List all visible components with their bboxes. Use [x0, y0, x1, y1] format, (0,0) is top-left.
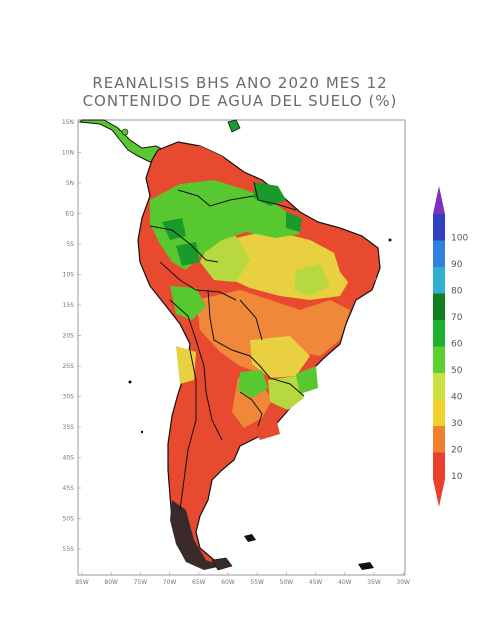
colorbar-segment	[433, 426, 445, 453]
colorbar-segment	[433, 452, 445, 479]
colorbar-label: 60	[451, 340, 463, 350]
moisture-zone-green	[296, 366, 318, 394]
moisture-zone-green	[238, 370, 268, 398]
colorbar-segment	[433, 399, 445, 426]
moisture-zone-dry	[330, 238, 378, 292]
longitude-tick-label: 30W	[396, 579, 410, 586]
latitude-tick-label: 25S	[63, 363, 75, 370]
island	[128, 380, 132, 384]
colorbar-label: 10	[451, 472, 463, 482]
latitude-tick-label: 15S	[63, 302, 75, 309]
longitude-tick-label: 80W	[104, 579, 118, 586]
latitude-tick-label: 40S	[63, 455, 75, 462]
latitude-tick-label: 55S	[63, 546, 75, 553]
colorbar-label: 50	[451, 366, 463, 376]
moisture-zone-yellow	[250, 336, 310, 378]
country-borders	[149, 181, 305, 511]
country-border	[239, 391, 263, 427]
longitude-tick-label: 35W	[367, 579, 381, 586]
latitude-tick-label: 5N	[66, 180, 74, 187]
country-border	[249, 355, 305, 397]
latitude-tick-label: EQ	[65, 211, 74, 218]
longitude-tick-label: 50W	[280, 579, 294, 586]
longitude-tick-label: 40W	[338, 579, 352, 586]
latitude-tick-label: 45S	[63, 485, 75, 492]
longitude-tick-label: 60W	[221, 579, 235, 586]
caribbean-island	[227, 119, 241, 133]
tierra-del-fuego	[170, 500, 222, 570]
caribbean-island	[121, 128, 129, 136]
colorbar-high-arrow	[433, 186, 445, 214]
country-border	[177, 189, 255, 207]
map-title-line-2: CONTENIDO DE AGUA DEL SUELO (%)	[82, 92, 398, 110]
longitude-tick-label: 55W	[250, 579, 264, 586]
colorbar-label: 20	[451, 446, 463, 456]
colorbar-label: 30	[451, 419, 463, 429]
latitude-tick-label: 10N	[62, 150, 74, 157]
longitude-tick-label: 65W	[192, 579, 206, 586]
country-border	[239, 299, 263, 341]
longitude-tick-label: 85W	[75, 579, 89, 586]
moisture-zone-dry	[166, 146, 236, 176]
moisture-zone-darkgreen	[286, 212, 302, 232]
latitude-tick-label: 10S	[63, 272, 75, 279]
moisture-zone-darkgreen	[254, 182, 286, 206]
latitude-tick-label: 50S	[63, 516, 75, 523]
country-border	[207, 289, 251, 357]
colorbar-segment	[433, 214, 445, 241]
moisture-zone-orange	[196, 290, 350, 374]
country-border	[195, 339, 223, 441]
moisture-zone-yellowgreen	[200, 236, 250, 282]
colorbar-segment	[433, 293, 445, 320]
longitude-tick-label: 70W	[163, 579, 177, 586]
latitude-tick-label: 15N	[62, 119, 74, 126]
latitude-tick-label: 5S	[66, 241, 74, 248]
latitude-tick-label: 20S	[63, 333, 75, 340]
colorbar-segment	[433, 346, 445, 373]
colorbar-label: 70	[451, 313, 463, 323]
map-title-line-1: REANALISIS BHS ANO 2020 MES 12	[92, 74, 388, 92]
tierra-del-fuego-island	[211, 557, 233, 571]
country-border	[253, 181, 297, 211]
latitude-tick-label: 30S	[63, 394, 75, 401]
moisture-zone-green	[170, 286, 206, 320]
colorbar: 10 20 30 40 50 60 70 80 90 100	[433, 186, 468, 507]
latitude-tick-labels: 15N 10N 5N EQ 5S 10S 15S 20S 25S 30S 35S 40S 45S 50S 5…	[62, 119, 81, 553]
moisture-zone-dry	[176, 424, 206, 480]
longitude-tick-label: 75W	[134, 579, 148, 586]
colorbar-segment	[433, 320, 445, 347]
moisture-zone-yellowgreen	[294, 264, 330, 296]
latitude-tick-label: 35S	[63, 424, 75, 431]
country-border	[179, 349, 197, 511]
island	[140, 430, 144, 434]
country-border	[159, 261, 237, 301]
country-border	[169, 299, 197, 341]
country-border	[149, 225, 219, 263]
colorbar-segment	[433, 267, 445, 294]
colorbar-low-arrow	[433, 479, 445, 507]
island	[388, 238, 392, 242]
longitude-tick-labels: 85W 80W 75W 70W 65W 60W 55W 50W 45W 40W 35W 30W	[75, 572, 410, 586]
falkland-islands	[244, 534, 256, 542]
colorbar-label: 100	[451, 234, 468, 244]
longitude-tick-label: 45W	[309, 579, 323, 586]
island	[358, 562, 374, 570]
colorbar-label: 80	[451, 287, 463, 297]
moisture-zone-darkgreen	[162, 218, 186, 240]
colorbar-label: 90	[451, 260, 463, 270]
colorbar-segment	[433, 240, 445, 267]
colorbar-segment	[433, 373, 445, 400]
moisture-zone-yellowgreen	[268, 376, 304, 410]
colorbar-label: 40	[451, 393, 463, 403]
